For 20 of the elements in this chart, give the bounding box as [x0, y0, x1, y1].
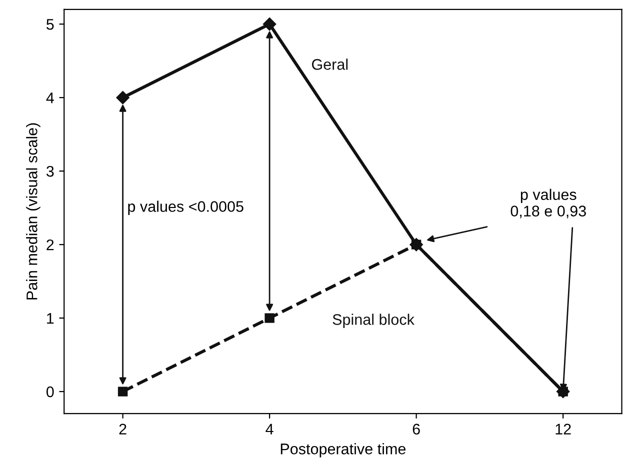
y-tick-label: 2 — [46, 239, 54, 250]
x-axis-title: Postoperative time — [280, 443, 406, 458]
annotation: p values 0,18 e 0,93 — [510, 188, 586, 218]
y-tick-label: 4 — [46, 92, 54, 104]
y-tick-label: 5 — [46, 19, 54, 30]
point — [262, 18, 276, 31]
y-tick-label: 1 — [47, 313, 54, 324]
series-label: Spinal block — [332, 314, 414, 328]
point — [264, 313, 274, 323]
y-axis-title: Pain median (visual scale) — [26, 123, 40, 300]
point — [118, 386, 128, 396]
x-tick-label: 2 — [119, 424, 126, 434]
series-label: Geral — [312, 58, 348, 70]
y-tick-label: 3 — [46, 166, 54, 177]
x-tick-label: 6 — [412, 424, 420, 435]
point — [116, 91, 130, 104]
x-tick-label: 12 — [556, 424, 571, 434]
y-tick-label: 0 — [46, 386, 54, 398]
annotation: p values <0.0005 — [128, 200, 244, 215]
x-tick-label: 4 — [266, 424, 274, 434]
